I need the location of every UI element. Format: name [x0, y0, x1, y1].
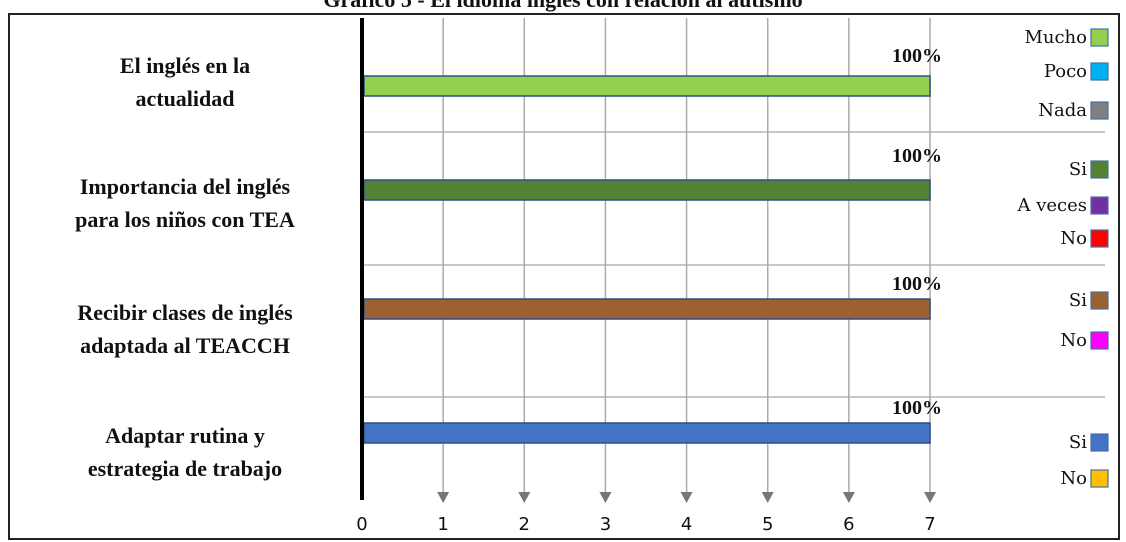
legend-label: Si: [1069, 290, 1087, 311]
legend-swatch: [1090, 101, 1109, 120]
x-tick-label: 3: [600, 514, 611, 535]
x-tick-label: 2: [519, 514, 530, 535]
legend-swatch: [1090, 291, 1109, 310]
legend-swatch: [1090, 196, 1109, 215]
grid-arrow-icon: [518, 492, 531, 503]
chart-frame: [8, 13, 1120, 540]
legend-swatch: [1090, 433, 1109, 452]
category-label-line: Adaptar rutina y: [105, 423, 265, 448]
category-label-line: Recibir clases de inglés: [77, 300, 293, 325]
grid-arrow-icon: [680, 492, 693, 503]
category-label-line: Importancia del inglés: [80, 174, 291, 199]
legend-label: Nada: [1038, 100, 1087, 121]
legend-swatch: [1090, 331, 1109, 350]
legend-label: A veces: [1016, 195, 1087, 216]
grid-arrow-icon: [761, 492, 774, 503]
category-label: Adaptar rutina y estrategia de trabajo: [88, 423, 282, 481]
x-tick-label: 6: [843, 514, 854, 535]
legend-label: Si: [1069, 159, 1087, 180]
bar: [363, 422, 931, 444]
x-tick-label: 1: [437, 514, 448, 535]
grid-arrow-icon: [599, 492, 612, 503]
x-tick-label: 7: [924, 514, 935, 535]
bar-value-label: 100%: [892, 45, 942, 67]
x-tick-label: 5: [762, 514, 773, 535]
bar-value-label: 100%: [892, 145, 942, 167]
legend-swatch: [1090, 160, 1109, 179]
bar: [363, 298, 931, 320]
category-label-line: para los niños con TEA: [75, 207, 295, 232]
bar: [363, 75, 931, 97]
x-tick-label: 0: [356, 514, 367, 535]
chart-title: Gráfico 5 - El idioma inglés con relació…: [0, 0, 1126, 13]
category-label-line: actualidad: [135, 86, 234, 111]
legend-swatch: [1090, 28, 1109, 47]
legend-label: Mucho: [1024, 27, 1087, 48]
category-label: Recibir clases de inglés adaptada al TEAC…: [77, 300, 293, 358]
legend-label: Poco: [1044, 61, 1087, 82]
category-label-line: estrategia de trabajo: [88, 456, 282, 481]
category-label: El inglés en la actualidad: [120, 53, 250, 111]
legend-swatch: [1090, 469, 1109, 488]
category-label-line: adaptada al TEACCH: [80, 333, 290, 358]
bar: [363, 179, 931, 201]
legend-label: No: [1060, 468, 1087, 489]
grid-arrow-icon: [842, 492, 855, 503]
legend-label: No: [1060, 330, 1087, 351]
legend-swatch: [1090, 62, 1109, 81]
grid-arrow-icon: [437, 492, 450, 503]
legend-label: No: [1060, 228, 1087, 249]
bar-value-label: 100%: [892, 273, 942, 295]
legend-swatch: [1090, 229, 1109, 248]
x-tick-label: 4: [681, 514, 692, 535]
category-label-line: El inglés en la: [120, 53, 250, 78]
grid-arrow-icon: [924, 492, 936, 503]
bar-value-label: 100%: [892, 397, 942, 419]
legend-label: Si: [1069, 432, 1087, 453]
category-label: Importancia del inglés para los niños con…: [75, 174, 295, 232]
